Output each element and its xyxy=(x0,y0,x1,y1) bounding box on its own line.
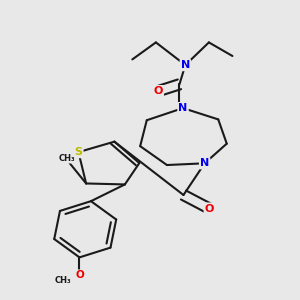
Text: N: N xyxy=(178,103,188,113)
Text: N: N xyxy=(200,158,209,168)
Text: CH₃: CH₃ xyxy=(59,154,76,163)
Text: O: O xyxy=(205,204,214,214)
Text: O: O xyxy=(154,86,163,96)
Text: O: O xyxy=(75,271,84,281)
Text: CH₃: CH₃ xyxy=(55,275,71,284)
Text: S: S xyxy=(74,147,83,157)
Text: N: N xyxy=(181,60,190,70)
